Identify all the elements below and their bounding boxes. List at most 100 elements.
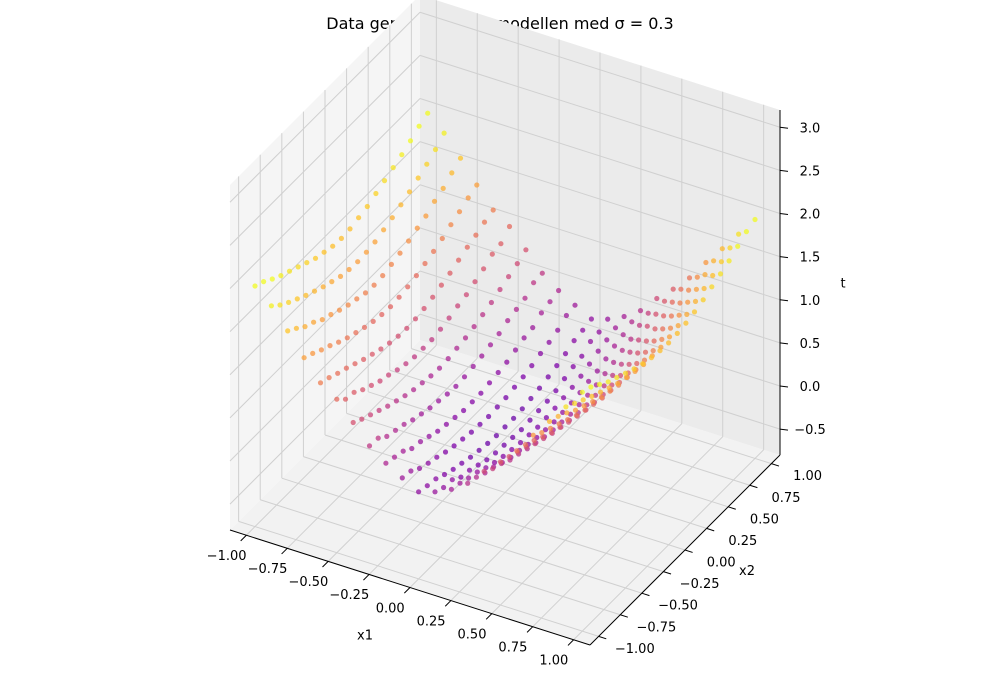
- data-point: [540, 434, 546, 440]
- data-point: [399, 475, 405, 481]
- data-point: [598, 394, 605, 400]
- data-point: [431, 198, 438, 204]
- data-point: [295, 264, 301, 270]
- data-point: [338, 235, 344, 241]
- data-point: [752, 216, 758, 223]
- data-point: [442, 449, 449, 455]
- data-point: [570, 364, 576, 370]
- data-point: [473, 232, 479, 238]
- tick-labels: −1.00−0.75−0.50−0.250.000.250.500.751.00…: [207, 121, 826, 668]
- data-point: [686, 275, 693, 281]
- data-point: [408, 468, 414, 474]
- data-point: [565, 417, 571, 423]
- data-point: [528, 395, 534, 402]
- data-point: [451, 443, 457, 449]
- data-point: [684, 311, 690, 317]
- data-point: [436, 365, 443, 371]
- data-point: [460, 436, 466, 442]
- data-point: [486, 413, 492, 420]
- data-point: [370, 318, 376, 324]
- data-point: [537, 350, 544, 357]
- data-point: [675, 323, 681, 329]
- grid-line-z-left: [229, 11, 421, 203]
- data-point: [278, 273, 284, 279]
- data-point: [417, 439, 424, 445]
- data-point: [436, 398, 442, 404]
- data-point: [405, 284, 411, 290]
- data-point: [726, 258, 732, 264]
- data-point: [337, 273, 344, 279]
- data-point: [360, 387, 366, 393]
- grid-line-z-left: [229, 55, 421, 246]
- data-point: [606, 385, 612, 391]
- data-point: [660, 326, 666, 332]
- data-point: [330, 243, 336, 249]
- z-tick-label: 2.0: [800, 208, 821, 223]
- data-point: [385, 403, 391, 409]
- data-point: [444, 391, 450, 397]
- data-point: [328, 311, 334, 318]
- data-point: [571, 400, 578, 406]
- data-point: [535, 424, 541, 430]
- data-point: [683, 320, 689, 326]
- data-point: [585, 392, 591, 398]
- data-point: [319, 317, 325, 323]
- x-tick: [240, 534, 247, 542]
- grid-line-z-back: [419, 184, 781, 301]
- data-point: [394, 367, 400, 373]
- x-tick: [526, 626, 534, 633]
- y-tick-label: −1.00: [615, 642, 655, 657]
- data-point: [390, 165, 396, 171]
- y-tick-label: 1.00: [793, 469, 822, 484]
- y-tick-label: 0.00: [707, 556, 736, 571]
- data-point: [661, 298, 668, 304]
- data-point: [400, 448, 406, 454]
- data-point: [425, 110, 431, 116]
- z-tick-label: 2.5: [800, 164, 821, 179]
- data-point: [709, 284, 715, 290]
- data-point: [377, 378, 383, 384]
- data-point: [701, 285, 707, 292]
- z-tick: [779, 385, 789, 388]
- data-point: [321, 249, 327, 255]
- data-point: [674, 330, 680, 336]
- data-point: [611, 359, 617, 365]
- data-point: [710, 272, 716, 279]
- x-tick-label: −0.75: [248, 562, 288, 577]
- data-point: [364, 203, 370, 210]
- data-point: [432, 489, 438, 495]
- data-point: [677, 300, 683, 306]
- grid-line-z-left: [229, 184, 421, 376]
- data-point: [426, 433, 432, 439]
- data-point: [469, 399, 475, 405]
- data-point: [286, 299, 292, 305]
- data-point: [527, 417, 533, 423]
- data-point: [477, 421, 483, 427]
- data-point: [512, 347, 519, 353]
- data-point: [395, 333, 401, 339]
- data-point: [494, 404, 500, 410]
- data-point: [389, 215, 395, 221]
- grid-line-z-back: [419, 11, 781, 128]
- data-point: [561, 395, 567, 401]
- y-tick-label: 0.25: [728, 534, 757, 549]
- data-point: [422, 260, 428, 267]
- data-point: [441, 130, 447, 136]
- data-point: [343, 365, 349, 371]
- data-point: [629, 319, 635, 325]
- data-point: [736, 231, 742, 237]
- data-point: [381, 178, 388, 184]
- data-point: [614, 374, 620, 381]
- x-tick: [363, 574, 370, 581]
- data-point: [414, 225, 420, 231]
- data-point: [334, 396, 340, 402]
- data-point: [397, 250, 403, 256]
- data-point: [505, 318, 511, 324]
- data-point: [615, 380, 621, 387]
- data-point: [312, 255, 319, 261]
- data-point: [500, 453, 506, 459]
- data-point: [560, 409, 566, 415]
- data-point: [387, 304, 394, 310]
- data-point: [555, 327, 561, 333]
